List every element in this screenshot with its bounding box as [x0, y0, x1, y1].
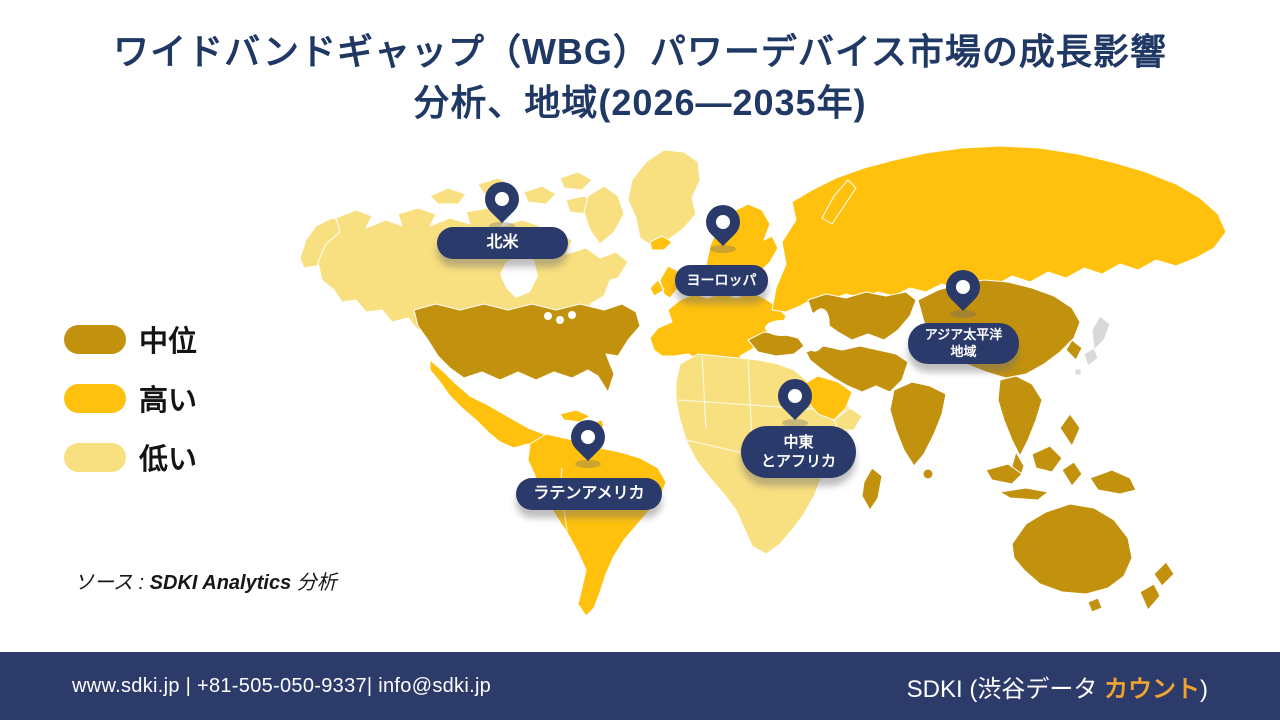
region-new-zealand	[1139, 561, 1175, 611]
pin-shadow-latin-america	[575, 460, 601, 468]
great-lakes-3	[568, 311, 576, 319]
map-pin-asia-pacific-icon	[938, 262, 988, 312]
region-indonesia-philippines	[985, 413, 1137, 501]
pin-head	[477, 174, 527, 224]
legend-item-medium: 中位	[64, 318, 197, 360]
pin-head	[563, 412, 613, 462]
region-label-text-line2: 地域	[950, 343, 977, 359]
region-madagascar	[861, 467, 883, 511]
source-note: ソース : SDKI Analytics 分析	[74, 566, 337, 595]
footer-brand-suffix: )	[1200, 675, 1208, 703]
pin-head	[938, 262, 988, 312]
region-saudi-arabia	[799, 375, 853, 421]
region-korea	[1065, 339, 1083, 361]
map-pin-north-america-icon	[477, 174, 527, 224]
legend-swatch-medium	[64, 324, 126, 354]
region-novaya-zemlya	[821, 179, 857, 225]
pin-shadow-asia-pacific	[950, 310, 976, 318]
legend-item-low: 低い	[64, 436, 197, 478]
caspian-sea	[806, 308, 830, 352]
region-usa	[413, 303, 641, 393]
border-africa-3	[747, 359, 753, 443]
region-turkey	[747, 331, 805, 357]
source-suffix: 分析	[291, 572, 337, 594]
footer-brand-highlight: カウント	[1104, 675, 1200, 703]
region-tasmania	[1087, 597, 1103, 613]
footer-bar: www.sdki.jp | +81-505-050-9337| info@sdk…	[0, 652, 1280, 720]
map-pin-middle-east-africa-icon	[770, 371, 820, 421]
region-sri-lanka	[922, 468, 934, 480]
region-label-text: 北米	[486, 233, 519, 251]
source-brand: SDKI Analytics	[149, 572, 292, 594]
legend-item-high: 高い	[64, 377, 197, 419]
region-label-text: ラテンアメリカ	[533, 484, 645, 502]
region-iceland	[649, 235, 673, 251]
region-iran-central-asia	[805, 345, 909, 393]
region-baffin	[583, 185, 625, 245]
region-greenland	[627, 149, 701, 247]
page-title-line1: ワイドバンドギャップ（WBG）パワーデバイス市場の成長影響	[113, 31, 1167, 72]
legend-swatch-high	[64, 383, 126, 413]
pin-head	[770, 371, 820, 421]
region-kazakhstan	[807, 291, 917, 341]
region-label-europe: ヨーロッパ	[675, 265, 768, 296]
great-lakes-2	[556, 316, 564, 324]
black-sea	[765, 320, 799, 336]
region-label-asia-pacific: アジア太平洋 地域	[908, 323, 1019, 364]
region-australia	[1011, 503, 1133, 595]
pin-shadow-europe	[710, 245, 736, 253]
page-title-line2: 分析、地域(2026—2035年)	[413, 82, 867, 124]
great-lakes	[544, 312, 552, 320]
map-pin-europe-icon	[698, 197, 748, 247]
legend-label-low: 低い	[139, 444, 198, 476]
region-japan	[1074, 315, 1111, 376]
footer-contact-info: www.sdki.jp | +81-505-050-9337| info@sdk…	[72, 674, 492, 697]
pin-head	[698, 197, 748, 247]
region-label-text-line2: とアフリカ	[760, 453, 836, 470]
region-label-text-line1: 中東	[783, 433, 814, 451]
footer-brand-prefix: SDKI (渋谷データ	[906, 675, 1104, 703]
border-africa-2	[701, 355, 707, 429]
source-prefix: ソース :	[74, 572, 150, 594]
region-label-latin-america: ラテンアメリカ	[516, 478, 662, 510]
region-label-north-america: 北米	[437, 227, 568, 259]
legend-label-medium: 中位	[139, 326, 198, 358]
footer-brand: SDKI (渋谷データ カウント)	[907, 669, 1208, 704]
region-southeast-asia	[997, 375, 1043, 479]
region-label-text-line1: アジア太平洋	[924, 326, 1003, 342]
region-label-text: ヨーロッパ	[686, 272, 757, 289]
legend-swatch-low	[64, 442, 126, 472]
pin-shadow-middle-east-africa	[782, 419, 808, 427]
page-title: ワイドバンドギャップ（WBG）パワーデバイス市場の成長影響 分析、地域(2026—…	[0, 26, 1280, 128]
region-india	[889, 381, 947, 467]
map-pin-latin-america-icon	[563, 412, 613, 462]
hudson-bay	[500, 254, 538, 298]
region-label-middle-east-africa: 中東 とアフリカ	[741, 426, 856, 478]
legend: 中位 高い 低い	[64, 318, 197, 478]
legend-label-high: 高い	[139, 385, 198, 417]
